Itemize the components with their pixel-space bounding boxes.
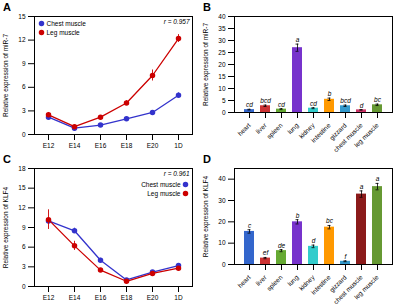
html-text:B: B <box>203 1 211 13</box>
svg-text:5: 5 <box>222 97 226 104</box>
svg-text:Relative expression of KLF4: Relative expression of KLF4 <box>202 175 210 257</box>
svg-text:0: 0 <box>222 261 226 268</box>
svg-text:15: 15 <box>18 184 26 191</box>
svg-text:gizzard: gizzard <box>327 121 348 142</box>
svg-text:E12: E12 <box>43 142 55 149</box>
svg-text:cd: cd <box>246 101 253 108</box>
svg-text:9: 9 <box>22 224 26 231</box>
svg-text:gizzard: gizzard <box>327 273 348 294</box>
svg-text:20: 20 <box>218 61 226 68</box>
svg-text:cd: cd <box>278 101 285 108</box>
svg-text:bcd: bcd <box>340 97 351 104</box>
svg-text:de: de <box>278 242 286 249</box>
svg-text:heart: heart <box>236 273 252 289</box>
svg-text:40: 40 <box>218 175 226 182</box>
svg-text:30: 30 <box>218 37 226 44</box>
svg-text:r = 0.957: r = 0.957 <box>164 18 190 25</box>
svg-text:cd: cd <box>310 100 317 107</box>
svg-text:spleen: spleen <box>265 273 284 292</box>
svg-text:15: 15 <box>18 13 26 20</box>
svg-text:E12: E12 <box>43 294 55 301</box>
svg-text:0: 0 <box>222 109 226 116</box>
svg-text:leg muscle: leg muscle <box>353 273 381 301</box>
svg-text:9: 9 <box>22 60 26 67</box>
svg-text:0: 0 <box>22 283 26 290</box>
svg-text:25: 25 <box>218 49 226 56</box>
svg-text:0: 0 <box>22 131 26 138</box>
svg-text:15: 15 <box>218 73 226 80</box>
svg-text:6: 6 <box>22 243 26 250</box>
svg-text:10: 10 <box>218 85 226 92</box>
svg-text:liver: liver <box>254 273 268 287</box>
svg-text:a: a <box>360 183 364 190</box>
svg-text:Chest muscle: Chest muscle <box>47 20 87 27</box>
svg-text:1D: 1D <box>174 142 183 149</box>
svg-text:d: d <box>360 102 364 109</box>
svg-text:b: b <box>328 90 332 97</box>
svg-text:kidney: kidney <box>297 273 316 292</box>
svg-text:E18: E18 <box>121 294 133 301</box>
svg-text:E16: E16 <box>95 294 107 301</box>
svg-text:Relative expression of miR-7: Relative expression of miR-7 <box>202 23 210 106</box>
svg-text:bc: bc <box>374 96 382 103</box>
svg-text:intestine: intestine <box>310 273 332 295</box>
svg-text:Leg muscle: Leg muscle <box>47 29 81 37</box>
svg-text:18: 18 <box>18 165 26 172</box>
svg-text:30: 30 <box>218 197 226 204</box>
svg-text:lung: lung <box>286 121 300 136</box>
svg-text:12: 12 <box>18 36 26 43</box>
svg-text:r = 0.961: r = 0.961 <box>164 170 190 177</box>
svg-text:E20: E20 <box>147 142 159 149</box>
svg-text:12: 12 <box>18 204 26 211</box>
svg-text:kidney: kidney <box>297 121 316 140</box>
svg-text:1D: 1D <box>174 294 183 301</box>
svg-text:3: 3 <box>22 107 26 114</box>
html-text:A: A <box>3 1 11 13</box>
html-text:D: D <box>203 153 211 165</box>
svg-text:40: 40 <box>218 13 226 20</box>
html-text:C: C <box>3 153 11 165</box>
svg-text:spleen: spleen <box>265 121 284 140</box>
svg-text:Relative expression of KLF4: Relative expression of KLF4 <box>2 186 10 268</box>
svg-text:6: 6 <box>22 83 26 90</box>
svg-text:10: 10 <box>218 239 226 246</box>
svg-text:c: c <box>248 222 252 229</box>
svg-text:35: 35 <box>218 25 226 32</box>
svg-text:E14: E14 <box>69 142 81 149</box>
svg-text:intestine: intestine <box>310 121 332 143</box>
svg-text:lung: lung <box>286 273 300 288</box>
svg-text:d: d <box>312 237 316 244</box>
svg-text:heart: heart <box>236 121 252 137</box>
svg-text:20: 20 <box>218 218 226 225</box>
svg-text:f: f <box>345 253 348 260</box>
svg-text:a: a <box>296 36 300 43</box>
svg-text:bc: bc <box>326 217 334 224</box>
svg-text:E16: E16 <box>95 142 107 149</box>
svg-text:Relative expression of miR-7: Relative expression of miR-7 <box>2 34 10 117</box>
svg-text:liver: liver <box>254 121 268 135</box>
svg-text:b: b <box>296 212 300 219</box>
svg-text:ef: ef <box>263 249 270 256</box>
svg-text:leg muscle: leg muscle <box>353 121 381 149</box>
svg-text:Chest muscle: Chest muscle <box>141 181 181 188</box>
svg-text:3: 3 <box>22 263 26 270</box>
svg-text:E14: E14 <box>69 294 81 301</box>
svg-text:Leg muscle: Leg muscle <box>147 190 181 198</box>
svg-text:E20: E20 <box>147 294 159 301</box>
svg-text:E18: E18 <box>121 142 133 149</box>
svg-text:a: a <box>376 175 380 182</box>
svg-text:bcd: bcd <box>260 97 271 104</box>
